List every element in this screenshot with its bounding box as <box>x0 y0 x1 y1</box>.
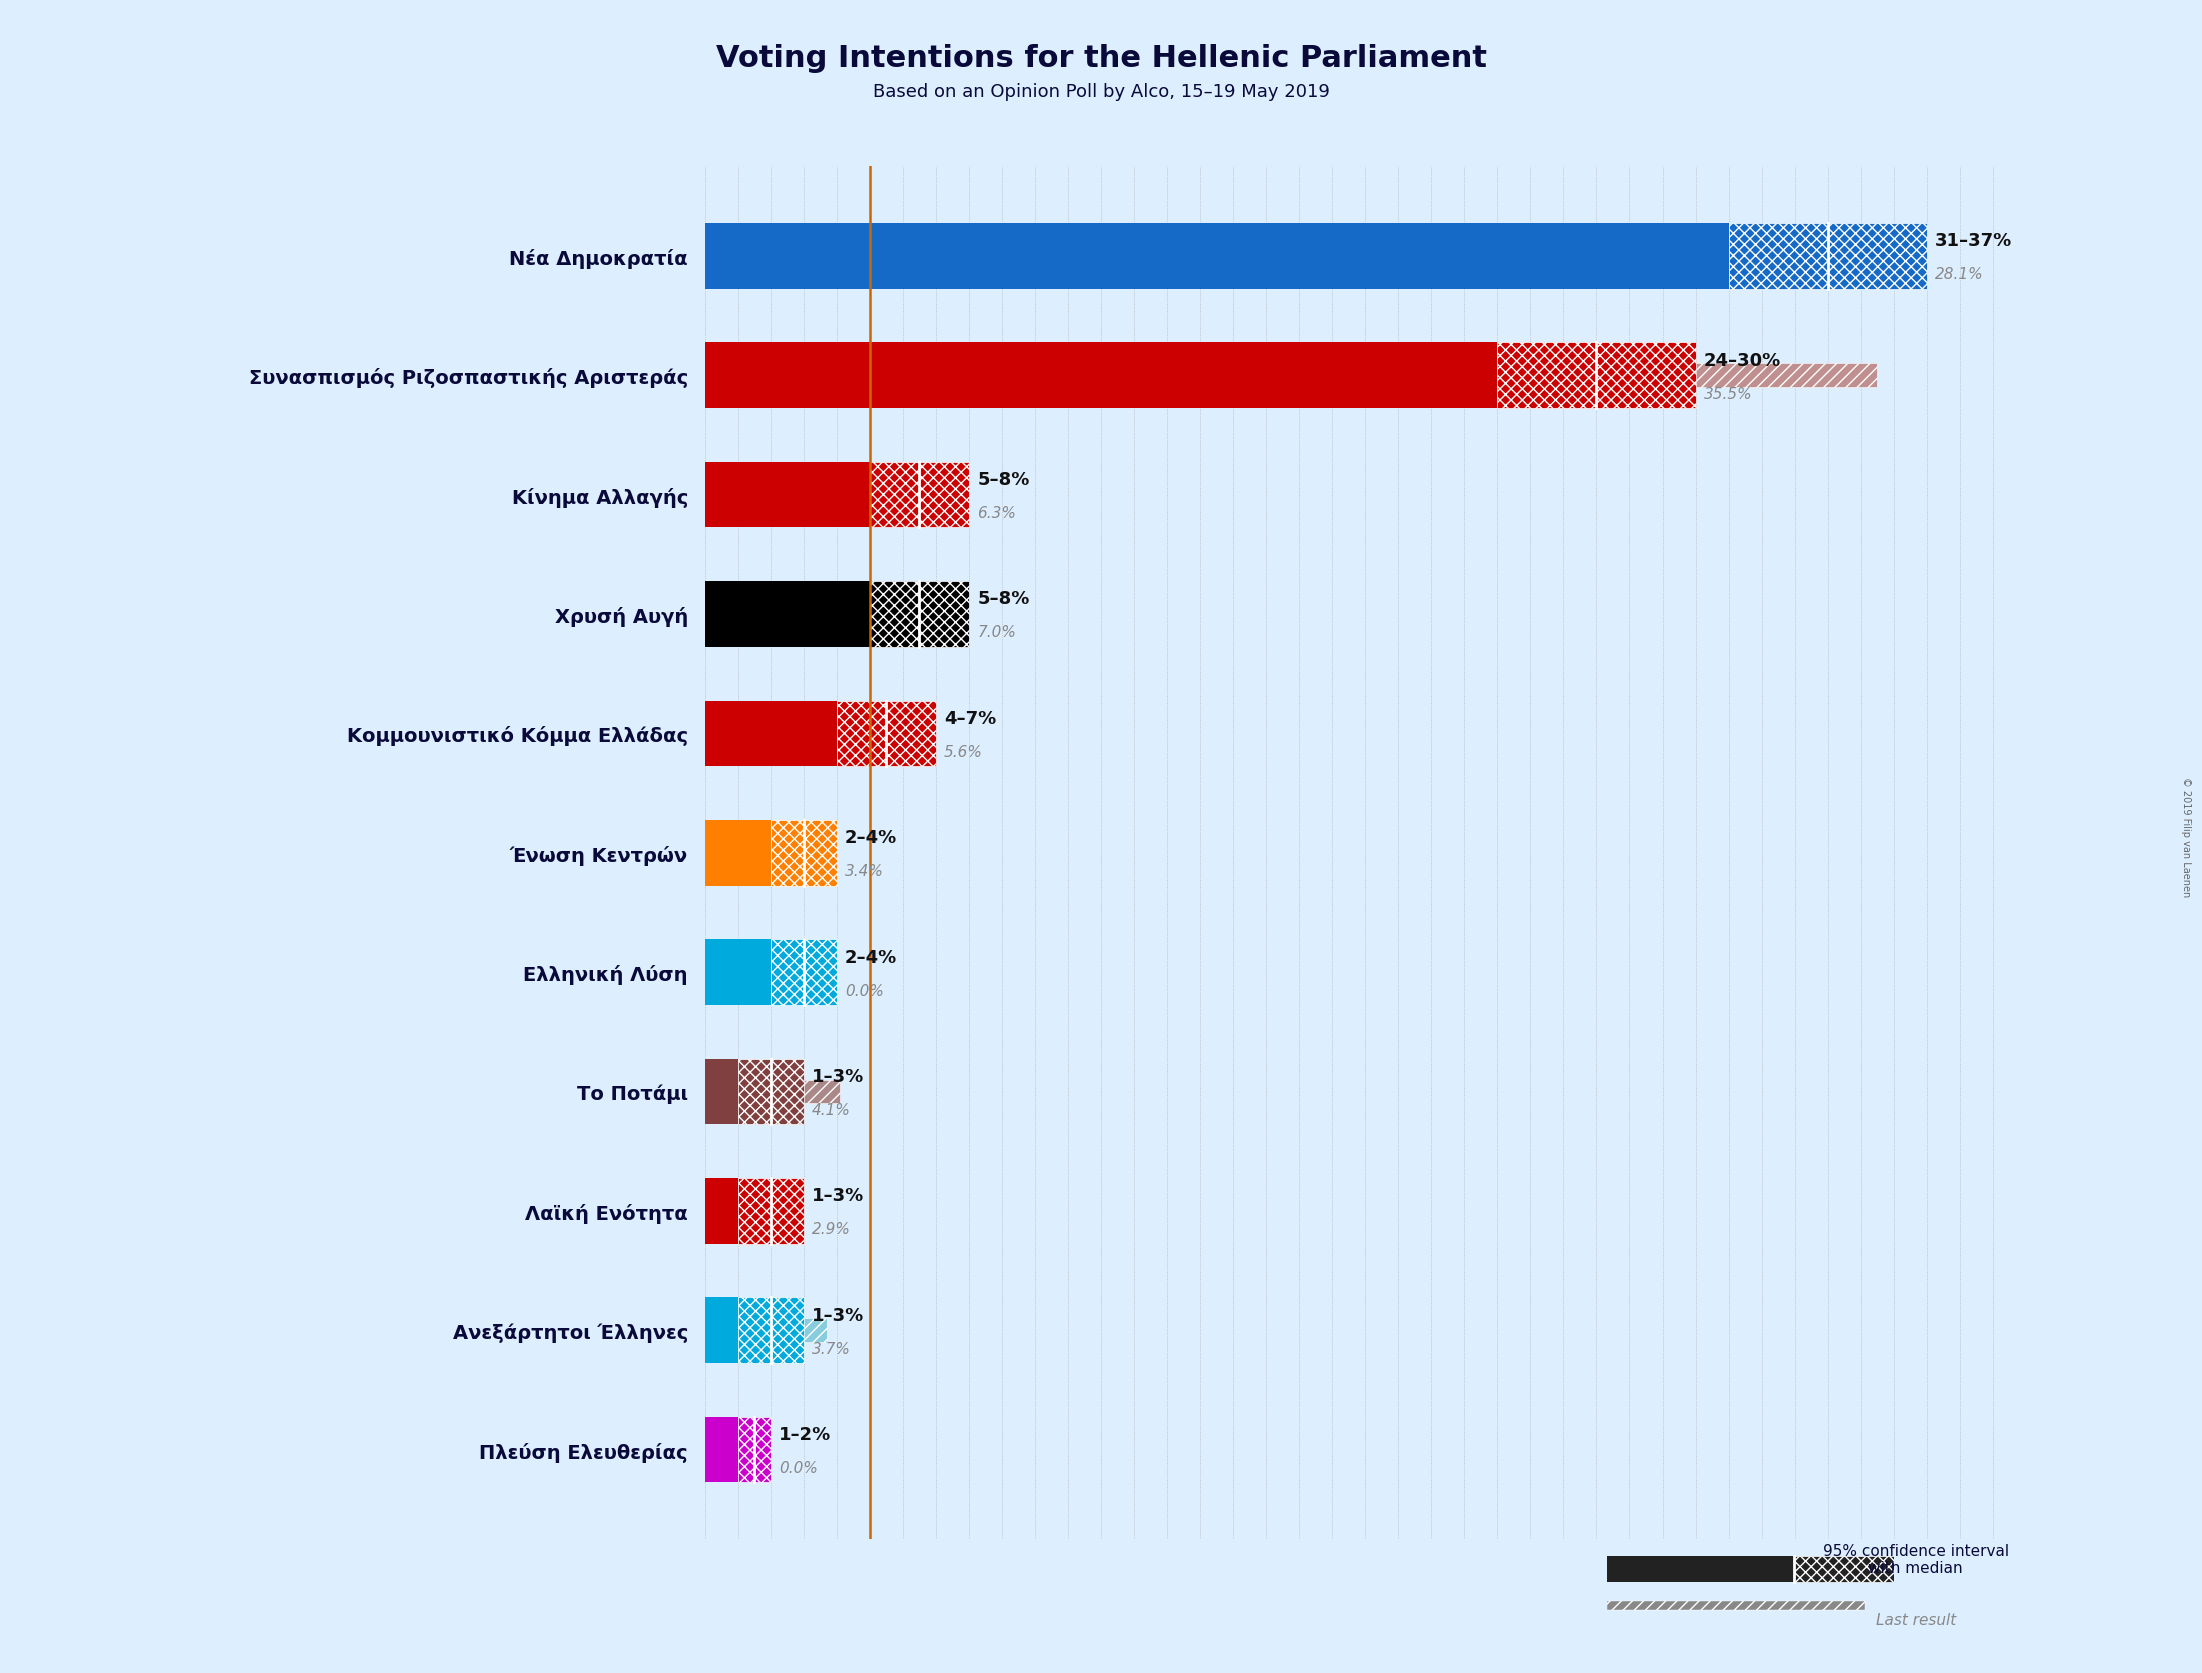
Text: 6.3%: 6.3% <box>978 505 1015 520</box>
Text: 4.1%: 4.1% <box>813 1103 850 1118</box>
Text: 5.6%: 5.6% <box>945 744 982 760</box>
Bar <box>738 1178 804 1245</box>
Bar <box>705 1178 738 1245</box>
Text: 5–8%: 5–8% <box>978 591 1031 607</box>
Bar <box>1607 1601 1865 1611</box>
Bar <box>705 244 1632 269</box>
Bar <box>705 940 771 1005</box>
Bar <box>705 1318 828 1342</box>
Bar <box>705 842 817 865</box>
Bar <box>705 1079 841 1104</box>
Text: Based on an Opinion Poll by Alco, 15–19 May 2019: Based on an Opinion Poll by Alco, 15–19 … <box>872 84 1330 100</box>
Bar <box>1497 343 1696 408</box>
Text: 3.7%: 3.7% <box>813 1340 850 1355</box>
Bar <box>705 582 870 647</box>
Text: 95% confidence interval
with median: 95% confidence interval with median <box>1823 1543 2008 1576</box>
Bar <box>705 602 936 627</box>
Text: 7.0%: 7.0% <box>978 626 1015 641</box>
Bar <box>705 483 912 507</box>
Bar <box>705 462 870 529</box>
Text: © 2019 Filip van Laenen: © 2019 Filip van Laenen <box>2180 776 2191 897</box>
Bar <box>705 224 1729 289</box>
Text: 31–37%: 31–37% <box>1936 233 2013 251</box>
Bar <box>738 1059 804 1124</box>
Bar <box>705 1298 738 1363</box>
Bar <box>705 723 890 746</box>
Bar <box>738 1298 804 1363</box>
Bar <box>738 1417 771 1482</box>
Bar <box>1729 224 1927 289</box>
Text: 0.0%: 0.0% <box>846 984 883 997</box>
Bar <box>870 582 969 647</box>
Text: Last result: Last result <box>1876 1613 1955 1626</box>
Text: 24–30%: 24–30% <box>1704 351 1781 370</box>
Text: 2.9%: 2.9% <box>813 1221 850 1236</box>
Text: 1–3%: 1–3% <box>813 1186 863 1205</box>
Bar <box>705 365 1876 388</box>
Bar <box>705 1417 738 1482</box>
Text: 1–3%: 1–3% <box>813 1307 863 1323</box>
Bar <box>705 701 837 766</box>
Text: 5–8%: 5–8% <box>978 470 1031 489</box>
Bar <box>1792 1556 1894 1581</box>
Bar <box>837 701 936 766</box>
Bar <box>1607 1556 1792 1581</box>
Text: Voting Intentions for the Hellenic Parliament: Voting Intentions for the Hellenic Parli… <box>716 43 1486 74</box>
Text: 4–7%: 4–7% <box>945 709 995 728</box>
Text: 0.0%: 0.0% <box>780 1461 817 1476</box>
Bar <box>870 462 969 529</box>
Text: 2–4%: 2–4% <box>846 828 896 847</box>
Text: 3.4%: 3.4% <box>846 863 883 878</box>
Bar <box>705 1059 738 1124</box>
Bar <box>705 820 771 887</box>
Text: 1–3%: 1–3% <box>813 1067 863 1086</box>
Bar <box>771 820 837 887</box>
Bar <box>705 343 1497 408</box>
Bar <box>771 940 837 1005</box>
Text: 35.5%: 35.5% <box>1704 386 1753 402</box>
Text: 2–4%: 2–4% <box>846 949 896 965</box>
Bar <box>705 1200 799 1223</box>
Text: 1–2%: 1–2% <box>780 1425 830 1444</box>
Text: 28.1%: 28.1% <box>1936 268 1984 283</box>
